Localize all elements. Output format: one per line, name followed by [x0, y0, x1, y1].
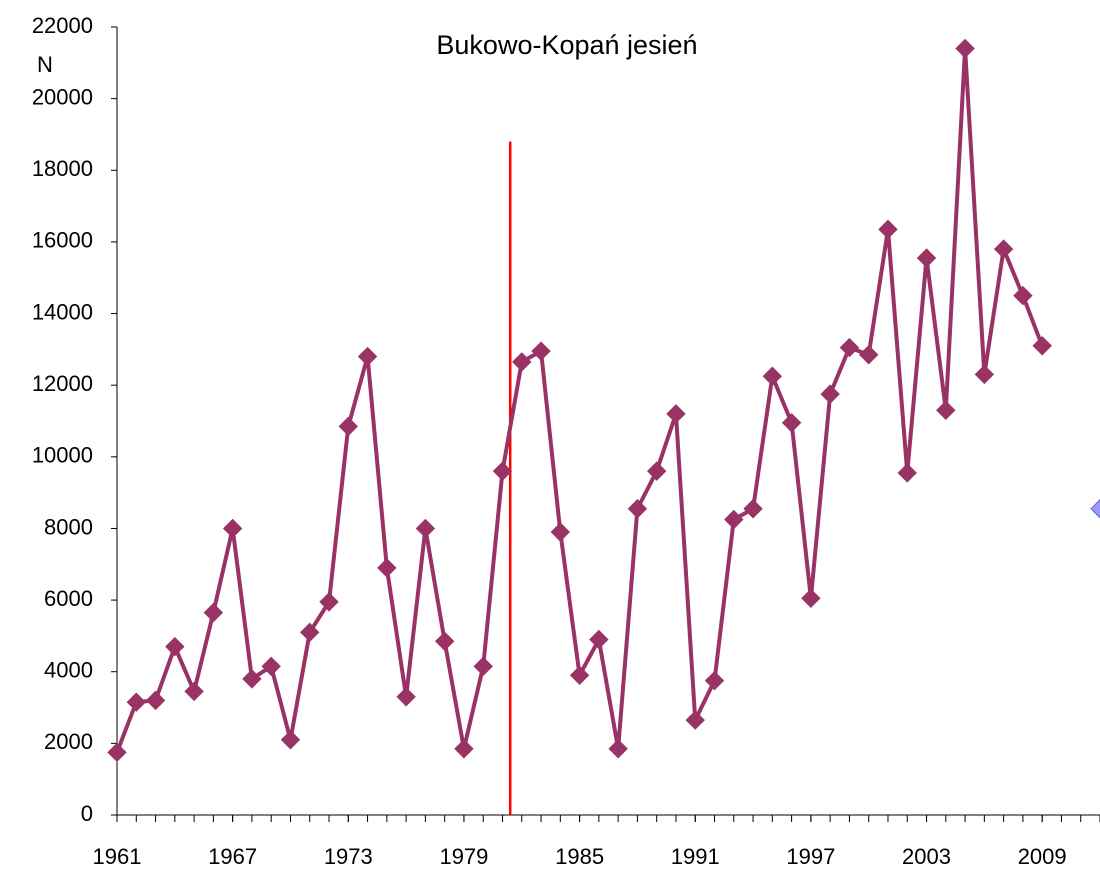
data-point	[955, 38, 975, 59]
y-tick-label: 8000	[44, 514, 93, 539]
data-point	[338, 416, 359, 437]
data-point	[396, 687, 416, 707]
x-tick-label: 1979	[439, 844, 488, 869]
data-point	[242, 669, 262, 689]
data-point	[1032, 336, 1052, 356]
data-point	[878, 219, 898, 240]
data-point	[377, 558, 397, 578]
data-point	[261, 656, 281, 677]
x-tick-label: 1961	[93, 844, 142, 869]
data-point	[646, 461, 667, 481]
data-line	[115, 46, 1045, 754]
data-point	[627, 499, 648, 519]
x-tick-label: 1967	[208, 844, 257, 869]
y-tick-label: 4000	[44, 658, 93, 683]
data-point	[1013, 285, 1033, 306]
data-point	[165, 636, 185, 657]
data-point	[319, 592, 339, 612]
x-tick-label: 2003	[902, 844, 951, 869]
data-point	[126, 692, 146, 712]
data-point	[858, 345, 879, 365]
y-tick-label: 22000	[32, 13, 93, 38]
x-tick-label: 1991	[671, 844, 720, 869]
y-tick-label: 14000	[32, 299, 93, 324]
data-point	[550, 522, 571, 542]
data-point	[415, 518, 436, 539]
data-point	[589, 629, 609, 650]
x-tick-label: 1985	[555, 844, 604, 869]
data-point	[820, 384, 840, 404]
data-point	[916, 248, 937, 268]
y-tick-label: 2000	[44, 729, 93, 754]
data-point	[704, 670, 725, 691]
y-tick-label: 6000	[44, 586, 93, 611]
data-point	[801, 588, 821, 609]
data-point	[512, 352, 532, 372]
data-point	[666, 404, 686, 424]
y-axis-label: N	[37, 52, 53, 77]
data-point	[781, 413, 802, 433]
data-point	[222, 518, 243, 539]
data-point	[839, 337, 860, 358]
data-point	[492, 461, 513, 481]
data-point	[184, 681, 204, 702]
data-point	[1090, 499, 1100, 519]
y-tick-label: 20000	[32, 84, 93, 109]
data-point	[993, 239, 1014, 259]
data-point	[454, 739, 474, 759]
data-point	[473, 656, 493, 677]
data-point	[203, 602, 224, 623]
data-point	[357, 346, 378, 367]
data-point	[434, 631, 455, 651]
x-tick-label: 2009	[1018, 844, 1067, 869]
data-point	[145, 690, 166, 711]
data-point	[743, 499, 763, 519]
data-point	[608, 739, 628, 759]
data-point	[280, 730, 301, 750]
chart-title: Bukowo-Kopań jesień	[436, 30, 697, 60]
y-tick-label: 0	[81, 801, 93, 826]
data-point	[974, 364, 995, 385]
data-point	[300, 622, 320, 643]
y-tick-label: 18000	[32, 156, 93, 181]
data-point	[531, 341, 551, 361]
data-point	[569, 665, 590, 686]
x-tick-label: 1997	[786, 844, 835, 869]
data-point	[107, 742, 127, 763]
data-point	[685, 710, 705, 730]
y-tick-label: 16000	[32, 228, 93, 253]
data-point	[897, 463, 917, 483]
y-tick-label: 10000	[32, 443, 93, 468]
x-tick-label: 1973	[324, 844, 373, 869]
y-tick-label: 12000	[32, 371, 93, 396]
data-point	[936, 400, 956, 420]
data-point	[724, 509, 744, 530]
data-point	[762, 366, 783, 386]
